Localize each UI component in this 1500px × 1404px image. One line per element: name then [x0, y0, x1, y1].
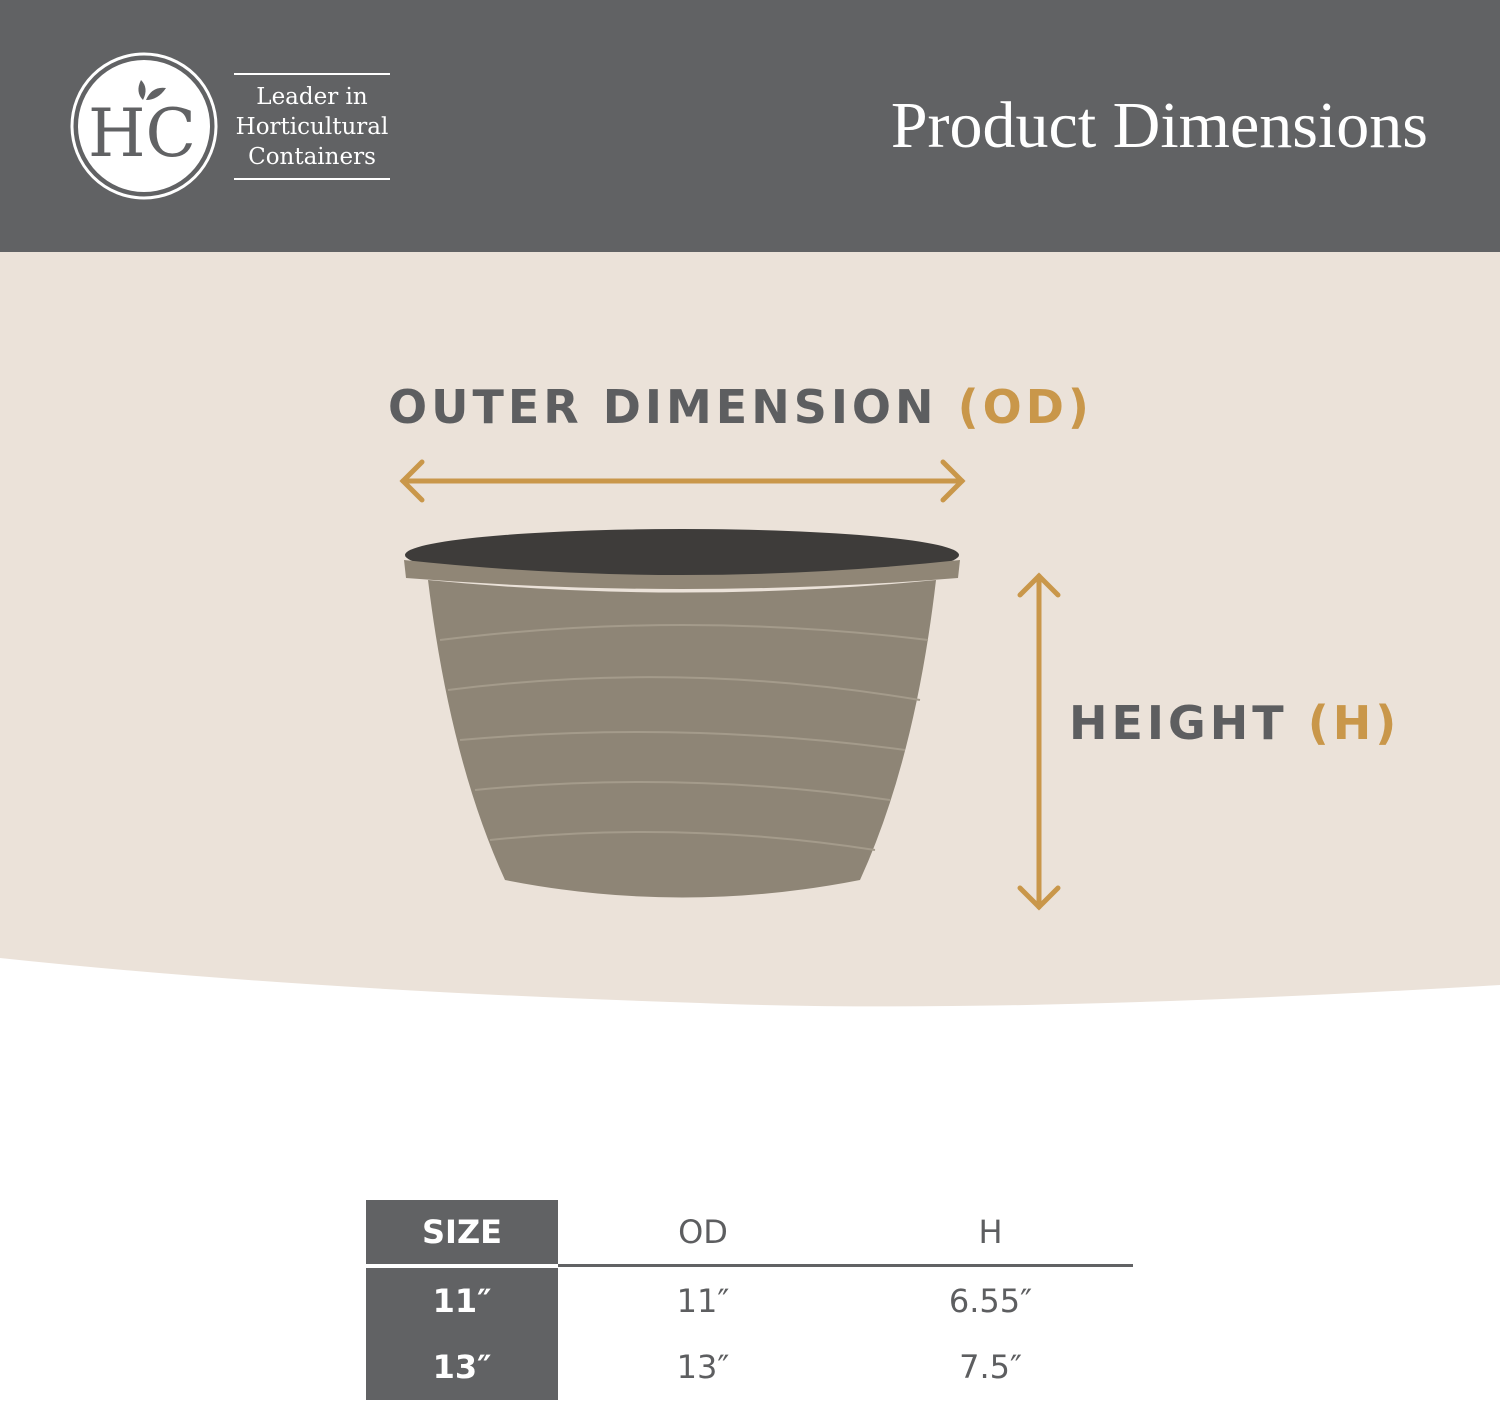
row-h: 7.5″ — [959, 1348, 1022, 1386]
od-label-text: OUTER DIMENSION — [388, 380, 938, 434]
tagline-line: Horticultural — [235, 114, 389, 140]
height-label-text: HEIGHT — [1069, 696, 1288, 750]
od-label: OUTER DIMENSION (OD) — [388, 380, 1093, 434]
od-abbr: (OD) — [957, 380, 1093, 434]
height-abbr: (H) — [1307, 696, 1401, 750]
tagline-line: Containers — [248, 144, 376, 170]
diagram-background — [0, 252, 1500, 1007]
header-size: SIZE — [366, 1200, 558, 1264]
hc-logo: HC — [70, 52, 218, 200]
row-size: 11″ — [432, 1282, 492, 1320]
pot-image — [404, 529, 960, 898]
header-divider — [558, 1264, 1133, 1267]
header-od: OD — [678, 1213, 728, 1251]
height-label: HEIGHT (H) — [1069, 696, 1400, 750]
height-arrow-icon — [1017, 572, 1061, 911]
divider — [234, 73, 390, 75]
tagline-line: Leader in — [256, 84, 368, 110]
svg-text:HC: HC — [88, 95, 196, 172]
row-size: 13″ — [432, 1348, 492, 1386]
size-column-bg — [366, 1268, 558, 1400]
header-banner: HC Leader in Horticultural Containers Pr… — [0, 0, 1500, 252]
row-od: 13″ — [676, 1348, 730, 1386]
od-arrow-icon — [399, 459, 966, 503]
header-h: H — [978, 1213, 1003, 1251]
row-h: 6.55″ — [948, 1282, 1033, 1320]
divider — [234, 178, 390, 180]
page-title: Product Dimensions — [890, 89, 1428, 162]
row-od: 11″ — [676, 1282, 730, 1320]
